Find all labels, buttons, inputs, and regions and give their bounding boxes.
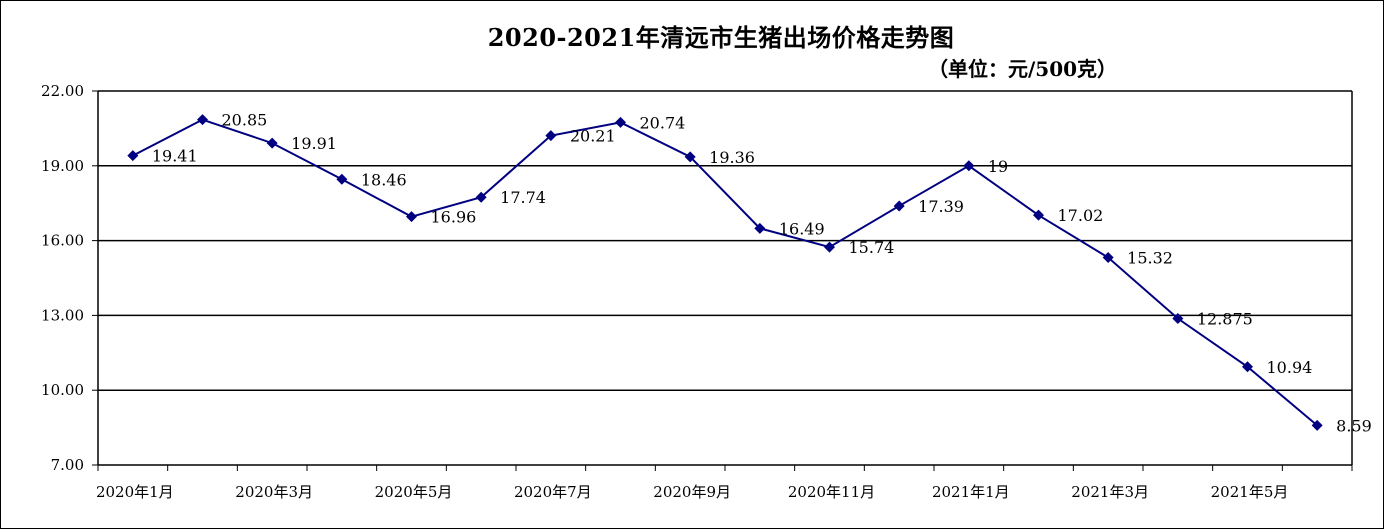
x-tick-label: 2021年5月 <box>1211 483 1289 501</box>
data-point-marker <box>197 114 208 126</box>
data-label: 17.39 <box>918 197 964 216</box>
data-point-marker <box>406 211 417 223</box>
chart-unit-subtitle: （单位：元/500克） <box>928 57 1118 81</box>
data-point-marker <box>615 116 626 128</box>
data-label: 20.21 <box>570 127 616 146</box>
data-label: 20.74 <box>640 113 686 132</box>
data-point-marker <box>1242 361 1253 373</box>
data-point-marker <box>266 137 278 149</box>
x-tick-label: 2020年1月 <box>96 483 174 501</box>
data-label: 16.96 <box>431 208 477 227</box>
data-label: 15.74 <box>849 238 895 257</box>
data-point-marker <box>893 200 905 212</box>
x-tick-label: 2020年7月 <box>514 483 592 501</box>
data-point-marker <box>1172 313 1184 325</box>
data-point-marker <box>127 150 139 162</box>
data-point-marker <box>754 222 766 234</box>
data-point-marker <box>1102 252 1114 264</box>
data-label: 8.59 <box>1336 416 1372 435</box>
x-tick-label: 2021年1月 <box>932 483 1010 501</box>
data-label: 16.49 <box>779 219 825 238</box>
data-label: 15.32 <box>1127 249 1173 268</box>
data-point-marker <box>1311 419 1323 431</box>
data-label: 18.46 <box>361 170 407 189</box>
y-tick-label: 13.00 <box>41 306 84 324</box>
data-point-marker <box>475 191 487 203</box>
data-point-marker <box>545 130 557 142</box>
x-tick-label: 2020年11月 <box>788 483 875 501</box>
x-tick-label: 2020年3月 <box>235 483 313 501</box>
chart-title: 2020-2021年清远市生猪出场价格走势图 <box>487 23 955 52</box>
y-tick-label: 16.00 <box>41 232 84 250</box>
series-line <box>132 118 1318 427</box>
price-series <box>127 114 1323 431</box>
data-point-marker <box>684 151 696 163</box>
data-point-marker <box>1033 209 1044 221</box>
gridlines <box>98 90 1352 391</box>
x-tick-label: 2020年9月 <box>653 483 731 501</box>
data-label: 20.85 <box>222 111 268 130</box>
y-tick-label: 22.00 <box>41 82 84 100</box>
y-tick-label: 7.00 <box>51 456 84 474</box>
data-point-marker <box>963 160 975 172</box>
data-label: 17.74 <box>500 188 546 207</box>
x-tick-label: 2020年5月 <box>375 483 453 501</box>
data-labels: 19.41 20.85 19.91 18.46 16.96 17.74 20.21 20.74… <box>152 111 1372 436</box>
data-label: 19.41 <box>152 147 198 166</box>
y-tick-label: 19.00 <box>41 157 84 175</box>
data-label: 19.36 <box>709 148 755 167</box>
data-label: 19.91 <box>291 134 337 153</box>
y-tick-label: 10.00 <box>41 381 84 399</box>
x-tick-label: 2021年3月 <box>1071 483 1149 501</box>
data-point-marker <box>336 173 348 185</box>
data-label: 12.875 <box>1197 310 1253 329</box>
axes: 22.00 19.00 16.00 13.00 10.00 7.00 2020年1月 2020… <box>41 82 1353 501</box>
data-label: 10.94 <box>1267 358 1313 377</box>
data-label: 17.02 <box>1058 206 1104 225</box>
data-label: 19 <box>988 157 1008 176</box>
data-point-marker <box>824 241 835 253</box>
